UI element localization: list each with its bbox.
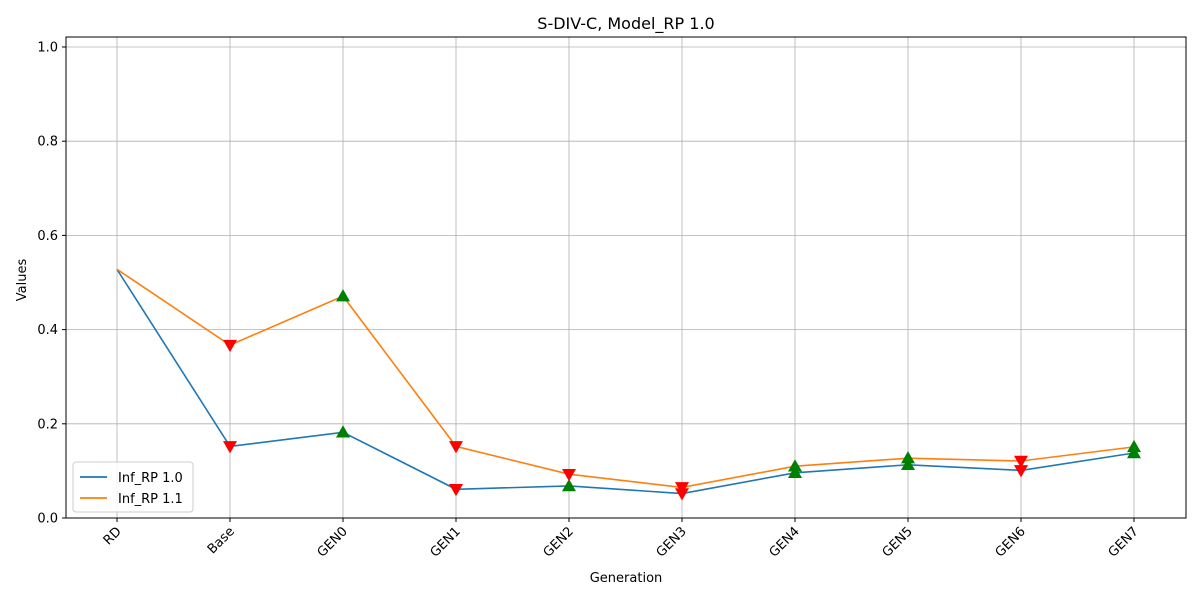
y-tick-label: 0.8: [37, 135, 58, 150]
chart-title: S-DIV-C, Model_RP 1.0: [537, 14, 714, 34]
increase-marker: [562, 478, 576, 492]
increase-marker: [336, 425, 350, 438]
x-tick-label: GEN0: [315, 524, 351, 560]
x-tick-label: GEN7: [1106, 524, 1142, 560]
decrease-marker: [675, 482, 689, 495]
decrease-marker: [449, 484, 463, 497]
series-line: [116, 268, 1135, 495]
y-tick-label: 0.4: [37, 323, 58, 338]
axes: [65, 36, 1187, 519]
increase-marker: [901, 451, 915, 464]
series-line: [116, 268, 1135, 489]
x-axis-label: Generation: [590, 571, 663, 586]
y-tick-labels: 0.0 0.2 0.4 0.6 0.8 1.0: [37, 41, 66, 527]
legend-label: Inf_RP 1.0: [118, 471, 183, 486]
legend-box: [72, 461, 194, 513]
legend: Inf_RP 1.0 Inf_RP 1.1: [72, 461, 194, 513]
y-tick-label: 0.2: [37, 417, 58, 432]
x-tick-label: GEN2: [541, 524, 577, 560]
x-tick-label: RD: [101, 524, 125, 548]
decrease-marker: [449, 441, 463, 454]
decrease-marker: [1014, 465, 1028, 478]
x-tick-label: GEN4: [767, 524, 803, 560]
x-tick-label: GEN1: [428, 524, 464, 560]
decrease-marker: [562, 468, 576, 482]
y-tick-label: 1.0: [37, 41, 58, 56]
decrease-marker: [223, 339, 237, 353]
decrease-marker: [223, 441, 237, 454]
x-tick-label: GEN5: [880, 524, 916, 560]
series-lines: [116, 268, 1135, 495]
legend-label: Inf_RP 1.1: [118, 492, 183, 507]
y-tick-label: 0.6: [37, 229, 58, 244]
increase-marker: [788, 465, 802, 479]
y-axis-label: Values: [15, 259, 30, 302]
x-tick-labels: RD Base GEN0 GEN1 GEN2 GEN3 GEN4 GEN5 GEN6 GEN7: [101, 518, 1142, 560]
decrease-marker: [1014, 455, 1028, 469]
x-tick-label: GEN6: [993, 524, 1029, 560]
increase-marker: [788, 459, 802, 472]
x-tick-label: Base: [205, 524, 238, 557]
x-tick-label: GEN3: [654, 524, 690, 560]
increase-marker: [336, 289, 350, 302]
y-tick-label: 0.0: [37, 512, 58, 527]
increase-marker: [1127, 439, 1141, 453]
plot-frame: [65, 36, 1187, 519]
series-markers: [223, 289, 1141, 501]
increase-marker: [901, 457, 915, 471]
